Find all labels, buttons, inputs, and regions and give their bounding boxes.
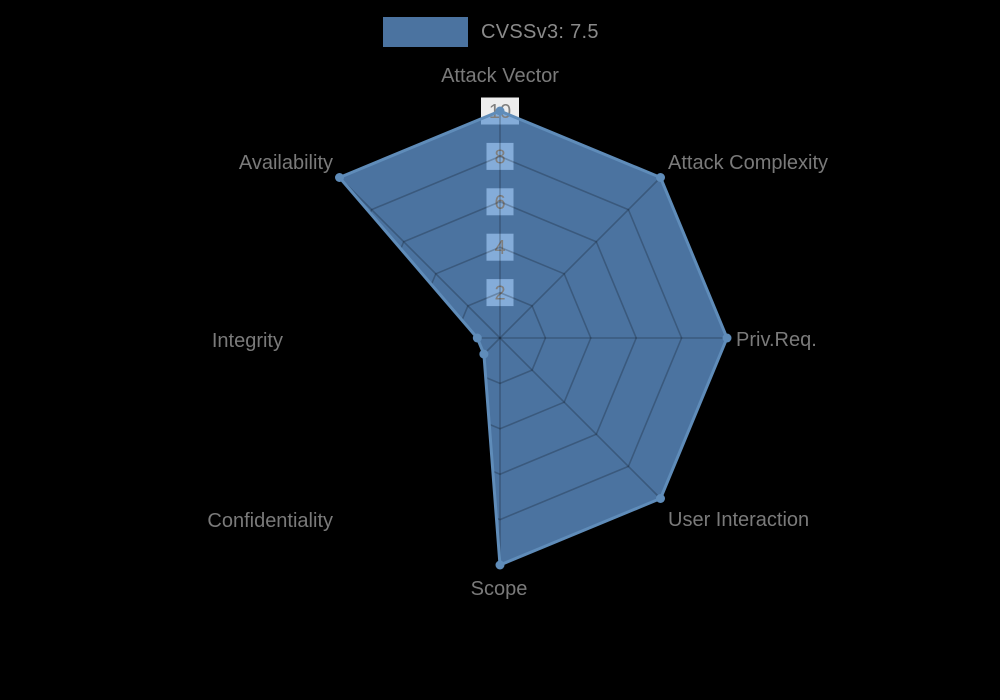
radar-point-0[interactable] — [495, 106, 505, 116]
tick-label-4: 4 — [494, 237, 505, 259]
grid-spoke — [499, 176, 662, 339]
grid-spoke — [499, 337, 662, 500]
radar-point-4[interactable] — [495, 560, 505, 570]
axis-label: Priv.Req. — [736, 329, 817, 351]
tick-label-6: 6 — [494, 192, 505, 214]
radar-fill — [339, 111, 727, 565]
legend[interactable]: CVSSv3: 7.5 — [383, 17, 599, 47]
legend-swatch — [383, 17, 468, 47]
axis-label: Integrity — [212, 330, 283, 352]
radar-point-7[interactable] — [335, 173, 344, 182]
grid-spoke — [338, 176, 501, 339]
grid-ring-8 — [317, 155, 683, 521]
radar-point-6[interactable] — [472, 333, 482, 343]
radar-point-5[interactable] — [479, 349, 489, 359]
grid-ring-2 — [453, 291, 547, 385]
axis-label: User Interaction — [668, 509, 809, 531]
radar-point-2[interactable] — [722, 333, 732, 343]
tick-label-8: 8 — [494, 146, 505, 168]
axis-label: Attack Vector — [441, 65, 559, 87]
grid-ring-6 — [362, 200, 638, 476]
axis-label: Availability — [239, 152, 333, 174]
radar-point-1[interactable] — [656, 173, 665, 182]
axis-label: Scope — [471, 578, 528, 600]
grid-spoke — [338, 337, 501, 500]
radar-point-3[interactable] — [656, 494, 665, 503]
tick-label-2: 2 — [494, 283, 505, 305]
axis-label: Attack Complexity — [668, 152, 828, 174]
grid-ring-4 — [408, 246, 592, 430]
legend-label: CVSSv3: 7.5 — [481, 20, 599, 43]
axis-label: Confidentiality — [207, 510, 333, 532]
